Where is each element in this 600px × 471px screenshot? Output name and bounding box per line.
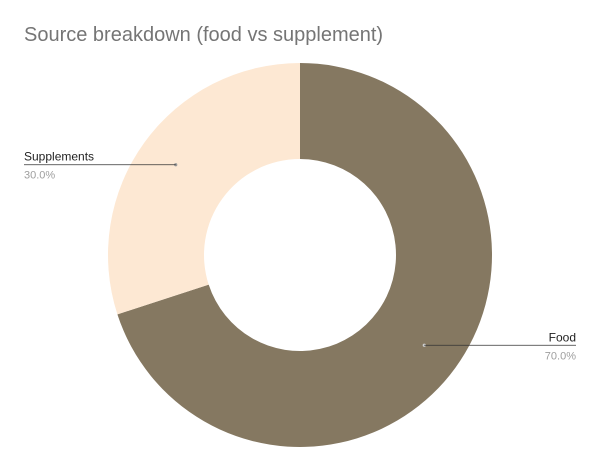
chart-title: Source breakdown (food vs supplement) bbox=[24, 24, 384, 46]
slice-supplements bbox=[107, 63, 300, 315]
slice-label-food: Food bbox=[549, 330, 576, 344]
slice-label-supplements: Supplements bbox=[24, 150, 94, 164]
slice-food bbox=[117, 63, 492, 447]
slice-percent-supplements: 30.0% bbox=[24, 170, 55, 182]
slice-percent-food: 70.0% bbox=[545, 350, 576, 362]
